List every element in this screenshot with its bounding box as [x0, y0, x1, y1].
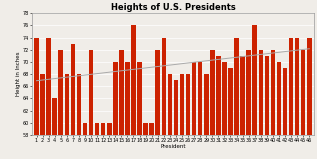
Bar [259, 50, 263, 135]
Bar [301, 50, 306, 135]
Title: Heights of U.S. Presidents: Heights of U.S. Presidents [111, 3, 235, 12]
Bar [180, 74, 184, 135]
Bar [204, 74, 209, 135]
Bar [71, 44, 75, 135]
X-axis label: President: President [160, 144, 186, 149]
Bar [246, 50, 251, 135]
Bar [271, 50, 275, 135]
Bar [198, 62, 203, 135]
Bar [192, 62, 197, 135]
Bar [283, 68, 287, 135]
Y-axis label: Height in Inches: Height in Inches [16, 52, 21, 96]
Bar [131, 25, 136, 135]
Bar [52, 98, 57, 135]
Bar [277, 62, 281, 135]
Bar [222, 62, 227, 135]
Bar [65, 74, 69, 135]
Bar [107, 123, 112, 135]
Bar [216, 56, 221, 135]
Bar [210, 50, 215, 135]
Bar [34, 38, 39, 135]
Bar [101, 123, 106, 135]
Bar [95, 123, 100, 135]
Bar [125, 62, 130, 135]
Bar [58, 50, 63, 135]
Bar [240, 56, 245, 135]
Bar [168, 74, 172, 135]
Bar [149, 123, 154, 135]
Bar [77, 74, 81, 135]
Bar [228, 68, 233, 135]
Bar [234, 38, 239, 135]
Bar [155, 50, 160, 135]
Bar [307, 38, 312, 135]
Bar [89, 50, 93, 135]
Bar [162, 38, 166, 135]
Bar [289, 38, 293, 135]
Bar [295, 38, 300, 135]
Bar [113, 62, 118, 135]
Bar [40, 74, 45, 135]
Bar [252, 25, 257, 135]
Bar [265, 56, 269, 135]
Bar [143, 123, 148, 135]
Bar [119, 50, 124, 135]
Bar [83, 123, 87, 135]
Bar [46, 38, 51, 135]
Bar [174, 80, 178, 135]
Bar [186, 74, 190, 135]
Bar [137, 62, 142, 135]
